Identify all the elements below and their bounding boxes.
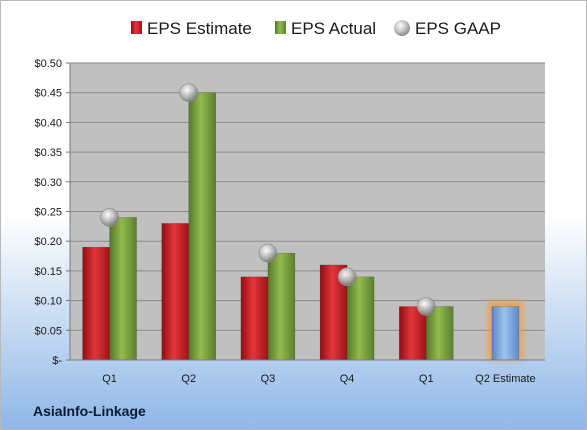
x-tick-label: Q3 [261, 373, 276, 385]
x-tick-label: Q1 [102, 373, 117, 385]
bar-eps-estimate [240, 276, 269, 361]
y-tick-label: $0.40 [34, 117, 62, 129]
y-tick-label: $0.35 [34, 147, 62, 159]
bar-eps-actual [267, 252, 296, 361]
y-tick-label: $0.25 [34, 207, 62, 219]
bars [82, 92, 523, 361]
x-tick-label: Q4 [340, 373, 355, 385]
bar-eps-actual [426, 306, 454, 361]
bar-eps-estimate [82, 246, 110, 361]
x-axis: Q1 Q2 Q3 Q4 Q1 Q2 Estimate [70, 359, 545, 385]
x-tick-label: Q2 [181, 373, 196, 385]
marker-eps-gaap [416, 297, 436, 316]
bar-eps-estimate-next [491, 306, 520, 361]
marker-eps-gaap [100, 208, 119, 227]
legend-label-eps-actual: EPS Actual [291, 19, 376, 38]
marker-eps-gaap [337, 267, 357, 287]
y-axis: $- $0.05 $0.10 $0.15 $0.20 $0.25 $0.30 $0.35 $0.… [34, 58, 71, 367]
bar-eps-actual [188, 92, 216, 361]
gaap-markers [100, 83, 436, 316]
legend-item-eps-estimate[interactable]: EPS Estimate [131, 19, 252, 38]
legend-label-eps-estimate: EPS Estimate [147, 19, 252, 38]
bar-eps-actual [346, 276, 375, 361]
company-name: AsiaInfo-Linkage [33, 403, 146, 419]
y-tick-label: $0.10 [34, 296, 62, 308]
x-tick-label: Q1 [419, 373, 434, 385]
legend: EPS Estimate EPS Actual EPS GAAP [131, 19, 501, 38]
marker-eps-gaap [179, 83, 199, 102]
y-tick-label: $0.30 [34, 177, 62, 189]
y-tick-label: $0.45 [34, 88, 62, 100]
bar-eps-estimate [161, 223, 189, 361]
legend-swatch-eps-estimate [131, 21, 142, 34]
gridlines [70, 62, 545, 361]
bar-eps-actual [109, 217, 137, 361]
legend-item-eps-gaap[interactable]: EPS GAAP [394, 19, 501, 38]
y-tick-label: $0.50 [34, 58, 62, 70]
legend-swatch-eps-gaap [394, 20, 410, 36]
y-tick-label: $0.05 [34, 325, 62, 337]
legend-label-eps-gaap: EPS GAAP [415, 19, 501, 38]
y-tick-label: $- [52, 355, 62, 367]
y-tick-label: $0.15 [34, 266, 62, 278]
x-tick-label: Q2 Estimate [475, 373, 536, 385]
y-tick-label: $0.20 [34, 236, 62, 248]
legend-swatch-eps-actual [275, 21, 286, 34]
marker-eps-gaap [258, 243, 278, 263]
legend-item-eps-actual[interactable]: EPS Actual [275, 19, 376, 38]
